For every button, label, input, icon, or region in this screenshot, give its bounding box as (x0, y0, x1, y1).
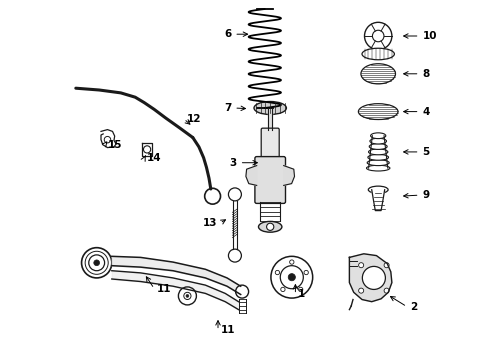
Text: 14: 14 (147, 153, 162, 163)
Circle shape (94, 260, 99, 266)
FancyBboxPatch shape (255, 157, 286, 203)
Circle shape (359, 263, 364, 268)
Ellipse shape (367, 165, 390, 171)
Ellipse shape (368, 154, 389, 160)
Polygon shape (142, 143, 152, 156)
Text: 13: 13 (202, 218, 217, 228)
Ellipse shape (259, 221, 282, 232)
Ellipse shape (370, 138, 387, 144)
Circle shape (144, 146, 151, 153)
Ellipse shape (368, 149, 388, 155)
Polygon shape (372, 190, 385, 211)
Text: 7: 7 (224, 103, 231, 113)
Ellipse shape (370, 133, 386, 139)
Circle shape (363, 266, 386, 289)
Circle shape (365, 22, 392, 50)
Circle shape (104, 136, 111, 143)
Circle shape (186, 294, 189, 297)
Circle shape (178, 287, 196, 305)
Text: 5: 5 (422, 147, 430, 157)
Polygon shape (246, 166, 257, 185)
Circle shape (228, 188, 242, 201)
FancyBboxPatch shape (261, 128, 279, 160)
Text: 6: 6 (224, 29, 231, 39)
Ellipse shape (368, 186, 388, 193)
Text: 3: 3 (229, 158, 237, 168)
Text: 15: 15 (107, 140, 122, 150)
Circle shape (184, 292, 191, 300)
Circle shape (384, 288, 389, 293)
Circle shape (290, 260, 294, 264)
Polygon shape (349, 254, 392, 302)
Text: 8: 8 (422, 69, 430, 79)
Polygon shape (101, 130, 116, 148)
Text: 12: 12 (187, 114, 201, 124)
Ellipse shape (367, 160, 389, 166)
Circle shape (205, 188, 220, 204)
Text: 11: 11 (157, 284, 171, 294)
Circle shape (236, 285, 248, 298)
Circle shape (89, 255, 104, 271)
Circle shape (85, 251, 108, 274)
Circle shape (298, 287, 303, 292)
Ellipse shape (358, 104, 398, 120)
Circle shape (271, 256, 313, 298)
Circle shape (384, 263, 389, 268)
Text: 10: 10 (422, 31, 437, 41)
Circle shape (359, 288, 364, 293)
Circle shape (275, 270, 280, 275)
Ellipse shape (369, 144, 387, 149)
Text: 9: 9 (422, 190, 430, 200)
Circle shape (288, 274, 295, 281)
Circle shape (228, 249, 242, 262)
Circle shape (280, 266, 303, 289)
Polygon shape (284, 166, 294, 185)
Text: 1: 1 (298, 289, 306, 300)
Ellipse shape (361, 64, 395, 84)
Text: 2: 2 (410, 302, 417, 312)
Circle shape (372, 30, 384, 42)
Text: 11: 11 (221, 325, 235, 336)
Circle shape (267, 223, 274, 230)
Circle shape (281, 287, 285, 292)
Ellipse shape (254, 102, 286, 114)
Circle shape (304, 270, 308, 275)
Circle shape (81, 248, 112, 278)
Ellipse shape (362, 48, 394, 60)
Text: 4: 4 (422, 107, 430, 117)
